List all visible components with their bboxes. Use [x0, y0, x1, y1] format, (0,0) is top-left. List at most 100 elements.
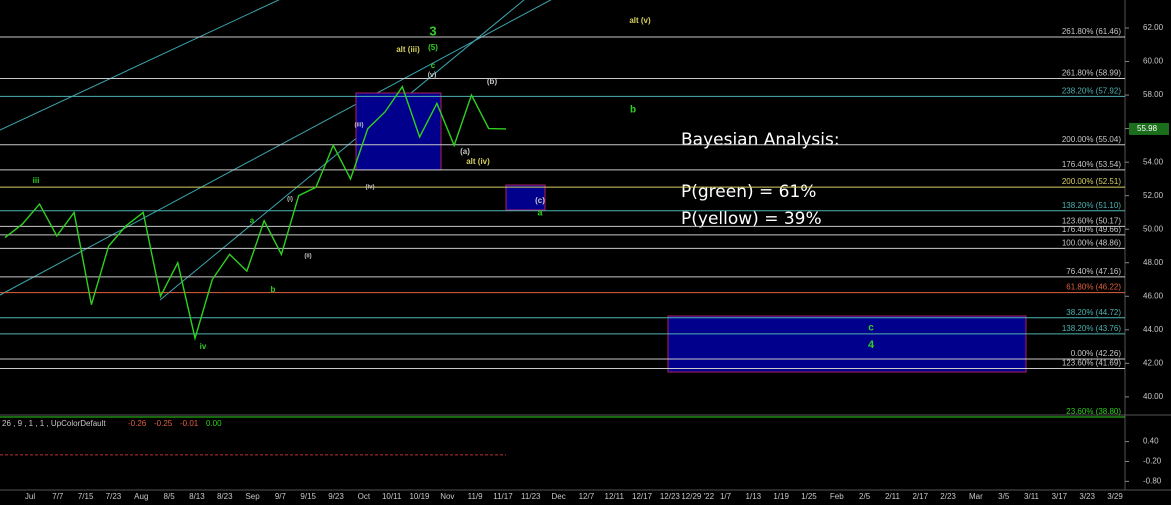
fib-label: 261.80% (61.46) — [1062, 27, 1121, 36]
x-tick-label: 8/13 — [189, 492, 205, 501]
x-tick-label: 3/23 — [1079, 492, 1095, 501]
wave-label: (v) — [428, 72, 437, 79]
wave-label: (iii) — [355, 123, 364, 129]
channel-line — [0, 0, 280, 131]
fib-label: 238.20% (57.92) — [1062, 87, 1121, 96]
x-tick-label: 9/15 — [300, 492, 316, 501]
wave-label: (5) — [428, 43, 438, 52]
y-tick-label: 42.00 — [1143, 358, 1164, 367]
target-box — [667, 315, 1027, 373]
x-tick-label: 1/19 — [773, 492, 789, 501]
annotation-line: P(green) = 61% — [681, 182, 816, 202]
wave-label: (iv) — [366, 185, 375, 191]
x-tick-label: 12/7 — [579, 492, 595, 501]
wave-label: (b) — [487, 77, 498, 86]
x-tick-label: 1/13 — [746, 492, 762, 501]
x-tick-label: 11/17 — [493, 492, 513, 501]
last-price-box — [1129, 122, 1169, 135]
x-tick-label: 12/11 — [605, 492, 625, 501]
fib-label: 38.20% (44.72) — [1066, 308, 1121, 317]
y-tick-label: 46.00 — [1143, 291, 1164, 300]
fib-label: 200.00% (52.51) — [1062, 177, 1121, 186]
x-tick-label: 12/17 — [632, 492, 653, 501]
fib-label: 123.60% (41.69) — [1062, 359, 1121, 368]
x-tick-label: Aug — [134, 492, 148, 501]
y-tick-label: 58.00 — [1143, 90, 1164, 99]
wave-label: (a) — [460, 147, 470, 156]
price-line — [4, 85, 507, 341]
x-tick-label: 12/29 '22 — [681, 492, 714, 501]
x-tick-label: Sep — [245, 492, 260, 501]
x-tick-label: 12/23 — [660, 492, 681, 501]
x-tick-label: 3/17 — [1052, 492, 1068, 501]
wave-label: a — [537, 207, 543, 217]
x-tick-label: 1/25 — [801, 492, 817, 501]
y-tick-label: 40.00 — [1143, 392, 1164, 401]
osc-tick-label: -0.20 — [1143, 457, 1162, 466]
target-box — [355, 92, 442, 171]
x-tick-label: 11/23 — [521, 492, 541, 501]
x-tick-label: 10/11 — [382, 492, 402, 501]
wave-label: iv — [200, 342, 207, 351]
y-tick-label: 50.00 — [1143, 224, 1164, 233]
wave-label: b — [630, 105, 636, 116]
x-tick-label: 2/23 — [940, 492, 956, 501]
wave-label: iii — [33, 176, 40, 185]
fib-label: 138.20% (51.10) — [1062, 201, 1121, 210]
y-tick-label: 60.00 — [1143, 57, 1164, 66]
wave-label: alt (v) — [629, 16, 651, 25]
fib-label: 123.60% (50.17) — [1062, 216, 1121, 225]
fib-label: 176.40% (49.66) — [1062, 225, 1121, 234]
x-tick-label: 7/7 — [52, 492, 64, 501]
fib-label: 23.60% (38.80) — [1066, 407, 1121, 416]
y-tick-label: 48.00 — [1143, 258, 1164, 267]
annotation-line: P(yellow) = 39% — [681, 209, 822, 229]
x-tick-label: 9/23 — [328, 492, 344, 501]
wave-label: a — [250, 216, 255, 225]
x-tick-label: 3/5 — [998, 492, 1010, 501]
oscillator-header: 26 , 9 , 1 , 1 , UpColorDefault — [2, 419, 106, 428]
x-tick-label: 2/11 — [885, 492, 901, 501]
x-tick-label: 8/5 — [164, 492, 176, 501]
x-tick-label: 10/19 — [409, 492, 430, 501]
x-tick-label: 9/7 — [275, 492, 287, 501]
wave-label: c — [868, 323, 874, 334]
osc-tick-label: -0.80 — [1143, 476, 1162, 485]
fib-label: 138.20% (43.76) — [1062, 324, 1121, 333]
annotation-title: Bayesian Analysis: — [681, 130, 840, 150]
oscillator-readout: -0.25 — [154, 419, 173, 428]
channel-line — [159, 0, 525, 301]
fib-label: 100.00% (48.86) — [1062, 238, 1121, 247]
oscillator-readout: -0.01 — [180, 419, 199, 428]
fib-label: 261.80% (58.99) — [1062, 69, 1121, 78]
fib-label: 200.00% (55.04) — [1062, 135, 1121, 144]
wave-label: alt (iv) — [466, 157, 490, 166]
y-tick-label: 44.00 — [1143, 325, 1164, 334]
osc-tick-label: 0.40 — [1143, 437, 1159, 446]
x-tick-label: 8/23 — [217, 492, 233, 501]
wave-label: (i) — [287, 197, 293, 203]
wave-label: 3 — [429, 23, 436, 38]
fib-label: 176.40% (53.54) — [1062, 160, 1121, 169]
x-tick-label: Oct — [358, 492, 371, 501]
y-tick-label: 52.00 — [1143, 191, 1164, 200]
x-tick-label: 7/23 — [106, 492, 122, 501]
x-tick-label: Nov — [440, 492, 454, 501]
x-tick-label: 3/11 — [1024, 492, 1040, 501]
fib-label: 0.00% (42.26) — [1071, 349, 1122, 358]
x-tick-label: Feb — [830, 492, 844, 501]
x-tick-label: 11/9 — [468, 492, 484, 501]
x-tick-label: 2/5 — [859, 492, 871, 501]
wave-label: (c) — [535, 196, 545, 205]
y-tick-label: 54.00 — [1143, 157, 1164, 166]
wave-label: 4 — [868, 339, 875, 351]
fib-label: 61.80% (46.22) — [1066, 283, 1121, 292]
last-price-label: 55.98 — [1137, 124, 1158, 133]
wave-label: b — [271, 285, 276, 294]
x-tick-label: Jul — [25, 492, 35, 501]
oscillator-readout: 0.00 — [206, 419, 222, 428]
wave-label: alt (iii) — [396, 45, 420, 54]
x-tick-label: Dec — [551, 492, 565, 501]
wave-label: (ii) — [304, 254, 311, 260]
